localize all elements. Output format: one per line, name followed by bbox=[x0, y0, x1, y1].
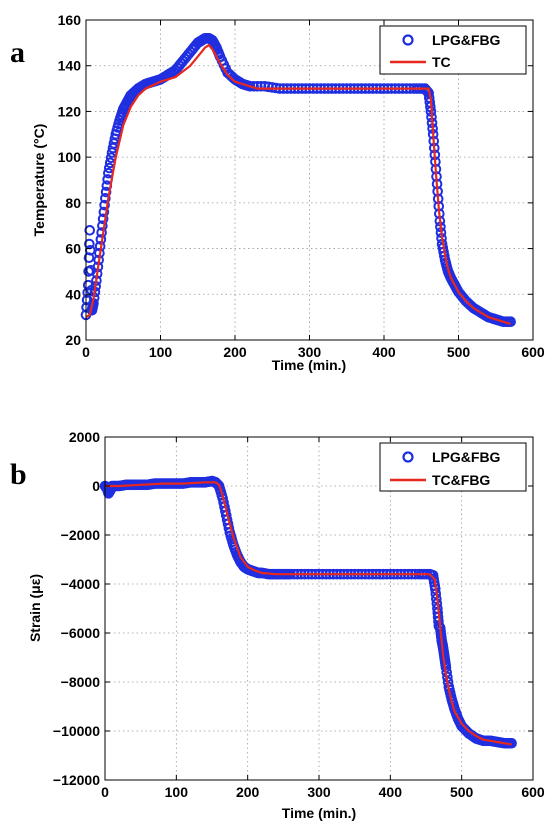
data-point bbox=[98, 206, 110, 218]
legend-a: LPG&FBG TC bbox=[379, 25, 527, 75]
legend-marker-a-1 bbox=[402, 34, 414, 46]
x-tick-label: 100 bbox=[149, 344, 173, 360]
x-axis-label-b: Time (min.) bbox=[282, 805, 356, 821]
y-tick-label: 160 bbox=[58, 12, 82, 28]
x-tick-label: 200 bbox=[236, 784, 260, 800]
y-tick-label: −8000 bbox=[61, 674, 101, 690]
panel-letter-a: a bbox=[10, 36, 25, 69]
x-tick-label: 400 bbox=[379, 784, 403, 800]
y-tick-label: −10000 bbox=[53, 723, 100, 739]
y-tick-label: 120 bbox=[58, 103, 82, 119]
x-tick-label: 100 bbox=[165, 784, 189, 800]
x-tick-label: 0 bbox=[82, 344, 90, 360]
x-tick-label: 400 bbox=[372, 344, 396, 360]
panel-a-chart: a 0 100 200 300 400 500 600 20 40 60 80 100 120 140 16… bbox=[10, 12, 545, 373]
legend-box-a bbox=[379, 25, 527, 75]
y-tick-label: 2000 bbox=[69, 429, 100, 445]
data-point bbox=[84, 224, 96, 236]
legend-label-a-1: LPG&FBG bbox=[432, 32, 501, 48]
y-tick-label: −4000 bbox=[61, 576, 101, 592]
series-line-b bbox=[105, 481, 512, 746]
legend-label-b-2: TC&FBG bbox=[432, 472, 490, 488]
x-tick-label: 300 bbox=[298, 344, 322, 360]
y-tick-label: −6000 bbox=[61, 625, 101, 641]
ticks-a: 0 100 200 300 400 500 600 20 40 60 80 100 120 140 160 bbox=[58, 12, 545, 360]
x-axis-label-a: Time (min.) bbox=[272, 357, 346, 373]
x-tick-label: 200 bbox=[223, 344, 247, 360]
y-tick-label: 60 bbox=[65, 241, 81, 257]
y-tick-label: 80 bbox=[65, 195, 81, 211]
x-tick-label: 500 bbox=[447, 344, 471, 360]
legend-b: LPG&FBG TC&FBG bbox=[379, 442, 527, 492]
ticks-b: 0 100 200 300 400 500 600 2000 0 −2000 −4000 −6000 −… bbox=[53, 429, 545, 800]
legend-label-a-2: TC bbox=[432, 54, 451, 70]
data-point bbox=[99, 199, 110, 211]
y-tick-label: 40 bbox=[65, 286, 81, 302]
data-point bbox=[97, 213, 109, 225]
y-tick-label: 0 bbox=[92, 478, 100, 494]
series-area-a bbox=[80, 32, 516, 328]
y-tick-label: 140 bbox=[58, 58, 82, 74]
series-line-a bbox=[85, 44, 511, 326]
data-point bbox=[83, 252, 95, 264]
series-area-b bbox=[99, 475, 517, 749]
y-axis-label-b: Strain (με) bbox=[27, 574, 43, 642]
data-point bbox=[244, 80, 256, 92]
y-tick-label: −12000 bbox=[53, 772, 100, 788]
y-tick-label: −2000 bbox=[61, 527, 101, 543]
x-tick-label: 300 bbox=[307, 784, 331, 800]
x-tick-label: 600 bbox=[521, 344, 545, 360]
y-tick-label: 20 bbox=[65, 332, 81, 348]
legend-marker-b-1 bbox=[402, 451, 414, 463]
data-point bbox=[255, 80, 267, 92]
x-tick-label: 500 bbox=[450, 784, 474, 800]
legend-box-b bbox=[379, 442, 527, 492]
y-axis-label-a: Temperature (°C) bbox=[31, 124, 47, 237]
panel-letter-b: b bbox=[10, 458, 27, 491]
data-point bbox=[97, 220, 108, 232]
data-point bbox=[100, 192, 111, 204]
panel-b-chart: b 0 100 200 300 400 500 600 2000 0 −2000 −4000 −600… bbox=[10, 429, 545, 821]
y-tick-label: 100 bbox=[58, 149, 82, 165]
x-tick-label: 600 bbox=[521, 784, 545, 800]
x-tick-label: 0 bbox=[101, 784, 109, 800]
legend-label-b-1: LPG&FBG bbox=[432, 449, 501, 465]
